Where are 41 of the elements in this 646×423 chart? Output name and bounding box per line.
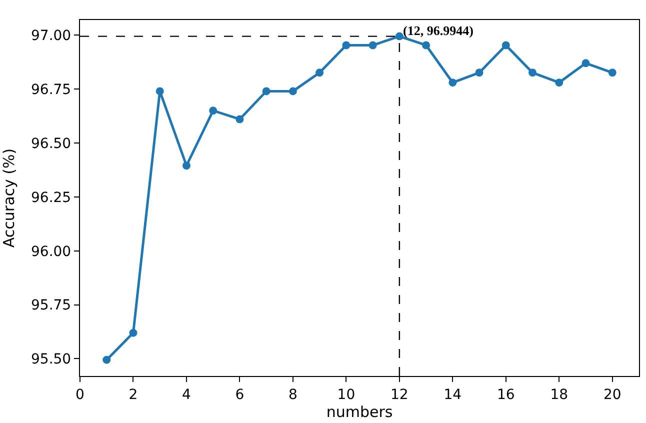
x-tick-label: 2 [128, 386, 138, 403]
x-tick-label: 10 [337, 386, 356, 403]
point [209, 106, 218, 115]
point [395, 32, 404, 40]
y-tick-label: 97.00 [31, 28, 72, 44]
point [102, 356, 111, 364]
y-tick-label: 95.75 [31, 298, 72, 314]
point [608, 68, 616, 77]
point [368, 41, 377, 50]
x-axis-title: numbers [326, 402, 393, 421]
point [156, 87, 164, 96]
point [342, 41, 350, 50]
point [475, 68, 484, 77]
x-tick-label: 12 [390, 386, 408, 403]
x-tick-label: 20 [603, 386, 622, 403]
x-tick-label: 16 [496, 386, 515, 403]
y-tick-label: 96.50 [31, 136, 72, 152]
x-tick-label: 0 [76, 386, 84, 403]
y-tick-label: 96.00 [31, 244, 72, 260]
point [182, 162, 190, 170]
x-tick-label: 4 [182, 386, 192, 403]
point [236, 115, 244, 124]
y-tick-label: 95.50 [31, 352, 72, 368]
point [316, 68, 324, 77]
point [555, 78, 564, 87]
y-axis-title: Accuracy (%) [0, 148, 18, 248]
point [288, 87, 297, 96]
x-tick-label: 8 [288, 386, 298, 403]
x-tick-label: 14 [444, 386, 462, 403]
point [528, 68, 537, 77]
point [262, 87, 270, 96]
point [582, 59, 590, 68]
y-tick-label: 96.75 [31, 82, 72, 98]
x-tick-label: 6 [235, 386, 244, 403]
point [448, 78, 457, 87]
point [422, 41, 430, 50]
point [502, 41, 510, 50]
y-tick-label: 96.25 [31, 190, 72, 206]
point [129, 328, 138, 337]
annotation: (12, 96.9944) [403, 23, 474, 38]
x-tick-label: 18 [550, 386, 568, 403]
